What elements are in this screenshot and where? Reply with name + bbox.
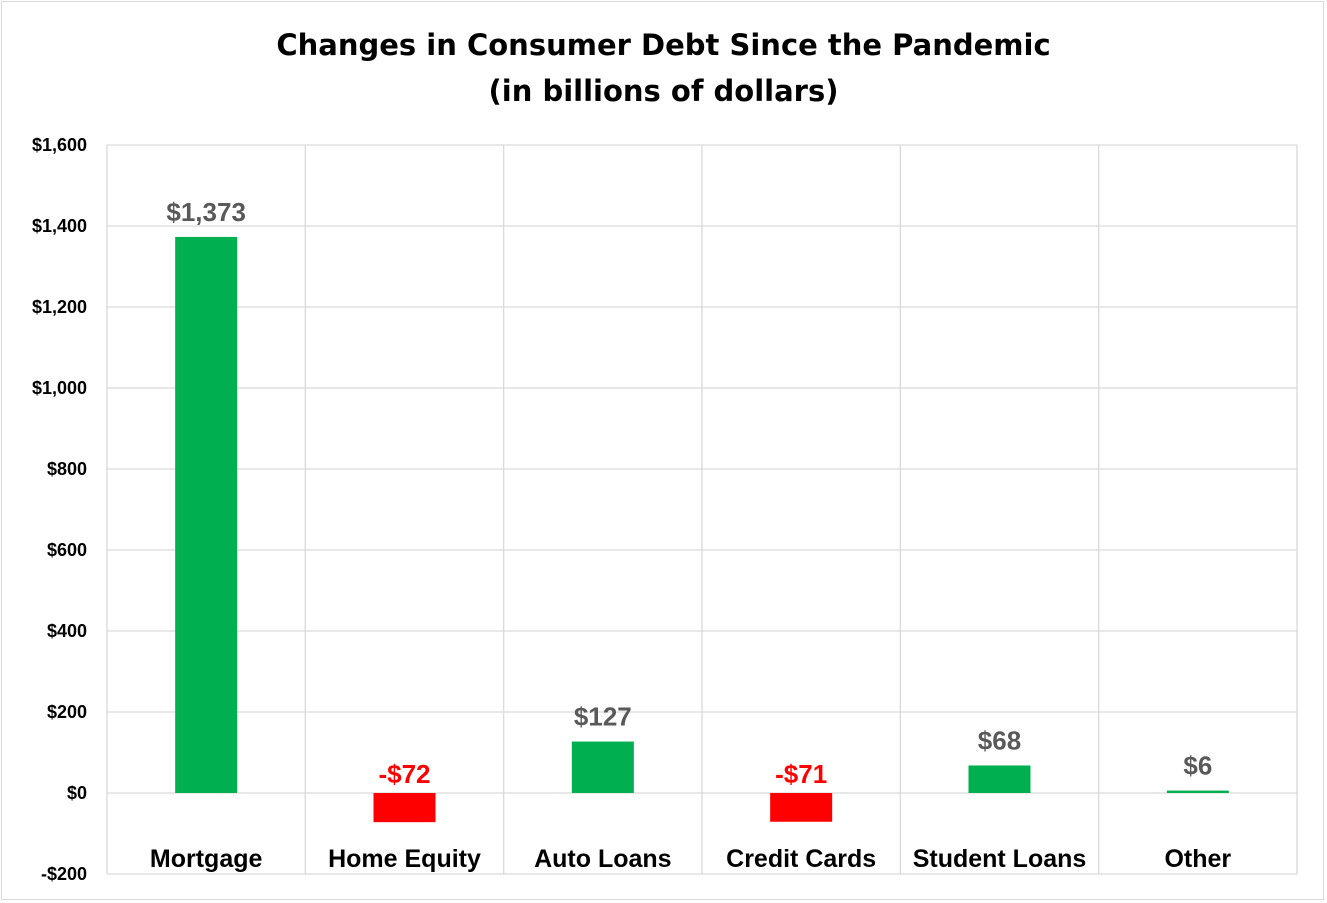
data-label: $68	[978, 725, 1021, 755]
bar-student-loans	[968, 765, 1031, 793]
x-category-label: Home Equity	[328, 845, 481, 873]
bar-other	[1166, 790, 1229, 793]
y-tick-label: $400	[47, 621, 87, 641]
x-category-label: Other	[1164, 845, 1231, 873]
y-tick-label: $1,000	[32, 378, 87, 398]
y-tick-label: $200	[47, 702, 87, 722]
y-tick-label: $1,400	[32, 216, 87, 236]
data-label: $127	[574, 702, 632, 732]
y-tick-label: $0	[67, 783, 87, 803]
chart-subtitle: (in billions of dollars)	[488, 74, 839, 108]
data-label: $6	[1183, 751, 1212, 781]
data-label: -$72	[378, 759, 430, 789]
data-label: $1,373	[166, 197, 246, 227]
bar-home-equity	[373, 793, 436, 823]
bar-auto-loans	[571, 741, 634, 793]
y-tick-label: $1,200	[32, 297, 87, 317]
x-category-label: Credit Cards	[726, 845, 876, 873]
y-tick-label: -$200	[41, 864, 87, 884]
chart-title: Changes in Consumer Debt Since the Pande…	[276, 28, 1051, 62]
data-label: -$71	[775, 759, 827, 789]
y-tick-label: $800	[47, 459, 87, 479]
x-category-label: Auto Loans	[534, 845, 672, 873]
x-category-label: Student Loans	[913, 845, 1087, 873]
x-category-label: Mortgage	[150, 845, 263, 873]
y-tick-label: $1,600	[32, 135, 87, 155]
y-tick-label: $600	[47, 540, 87, 560]
bar-mortgage	[175, 236, 238, 793]
bar-credit-cards	[770, 793, 833, 822]
